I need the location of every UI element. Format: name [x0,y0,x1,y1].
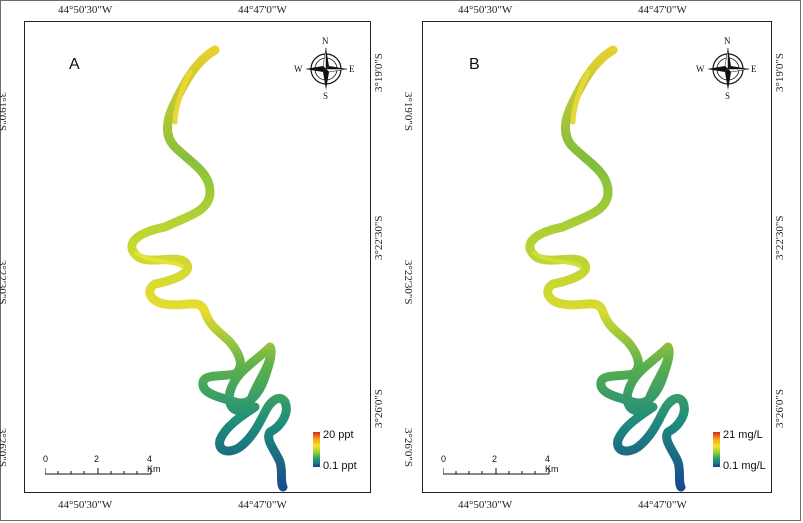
bottom-left-longitude: 44°50'30"W [58,499,113,511]
top-left-longitude: 44°50'30"W [458,4,513,16]
panel-letter-a: A [69,56,80,73]
legend-color-bar [313,432,320,467]
legend-b: 21 mg/L 0.1 mg/L [713,429,773,482]
left-lat-bot: 3°26'0"S [0,428,8,467]
right-lat-bot: 3°26'0"S [774,389,786,428]
legend-min: 0.1 mg/L [723,460,766,472]
legend-min: 0.1 ppt [323,460,357,472]
left-lat-bot: 3°26'0"S [402,428,414,467]
river-channel [127,45,291,492]
legend-max: 21 mg/L [723,429,763,441]
top-left-longitude: 44°50'30"W [58,4,113,16]
river-map-b [525,45,689,492]
panel-a: 44°50'30"W 44°47'0"W 44°50'30"W 44°47'0"… [0,4,385,511]
panel-b: 44°50'30"W 44°47'0"W 44°50'30"W 44°47'0"… [400,0,802,523]
map-frame-a: A N S W E 0 2 4 Km [24,21,371,493]
right-lat-top: 3°19'0"S [774,53,786,92]
right-lat-mid: 3°22'30"S [774,215,786,261]
right-lat-bot: 3°26'0"S [373,389,385,428]
right-lat-mid: 3°22'30"S [373,215,385,261]
map-frame-b: B N S W E 0 2 4 Km [422,21,772,493]
left-lat-top: 3°19'0"S [402,92,414,131]
river-map-a [127,45,291,492]
river-channel [525,45,689,492]
scale-bar: 0 2 4 Km [43,454,161,475]
left-lat-mid: 3°22'30"S [402,260,414,305]
bottom-right-longitude: 44°47'0"W [238,499,287,511]
legend-max: 20 ppt [323,429,354,441]
north-arrow-icon: N S W E [294,36,355,101]
legend-color-bar [713,432,720,467]
bottom-left-longitude: 44°50'30"W [458,499,513,511]
left-lat-mid: 3°22'30"S [0,260,8,305]
north-arrow-icon: N S W E [696,36,757,101]
scale-bar: 0 2 4 Km [441,454,559,475]
right-lat-top: 3°19'0"S [373,53,385,92]
top-right-longitude: 44°47'0"W [238,4,287,16]
top-right-longitude: 44°47'0"W [638,4,687,16]
left-lat-top: 3°19'0"S [0,92,8,131]
panel-letter-b: B [469,56,480,73]
bottom-right-longitude: 44°47'0"W [638,499,687,511]
legend-a: 20 ppt 0.1 ppt [313,429,373,482]
